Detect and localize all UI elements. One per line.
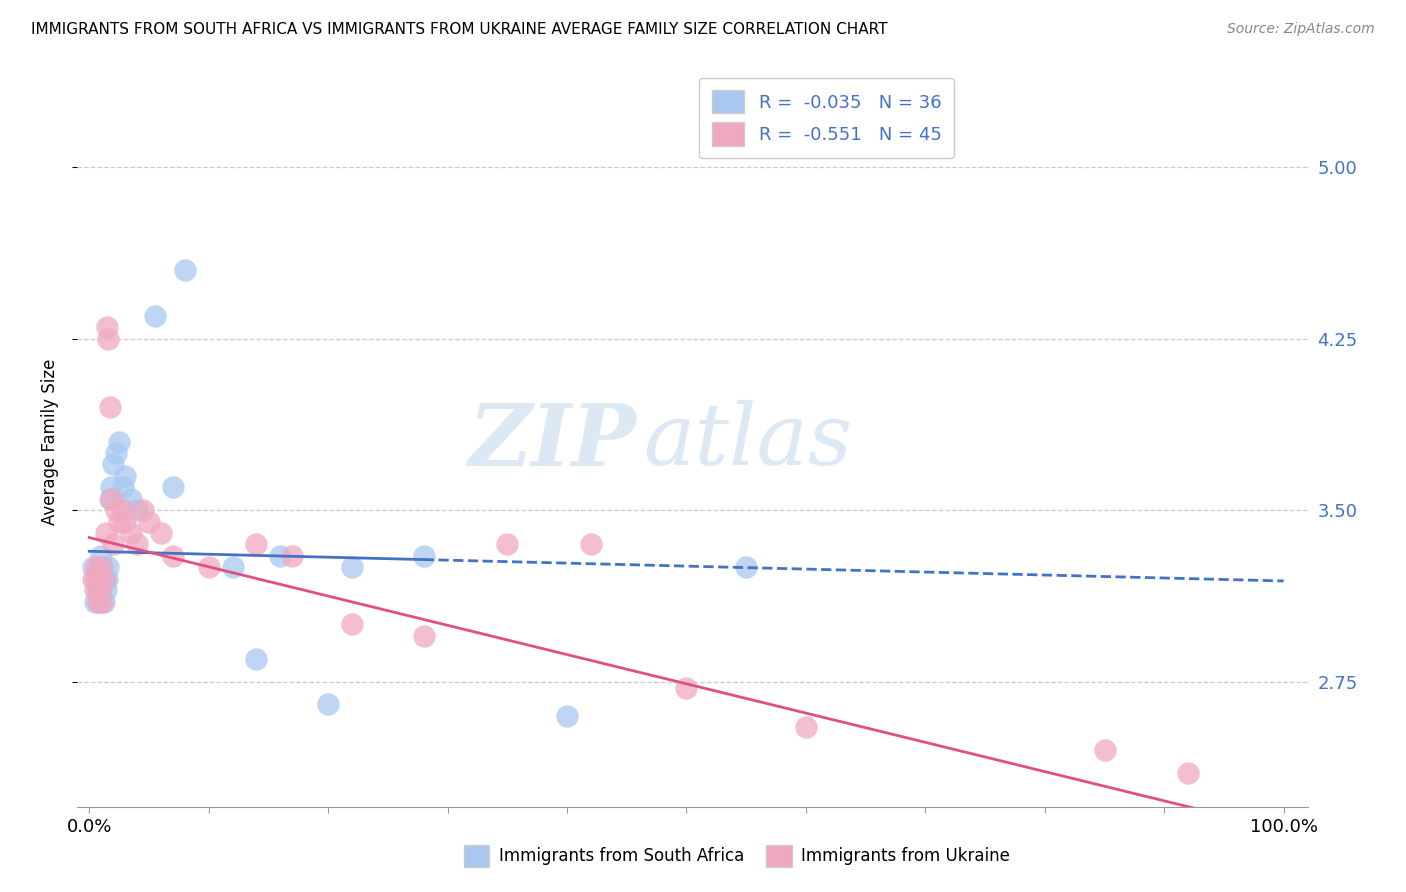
Point — [100, 480, 122, 494]
Point — [86, 583, 108, 598]
Point — [114, 468, 136, 483]
Point — [138, 515, 160, 529]
Point — [82, 572, 104, 586]
Point — [132, 503, 155, 517]
Point — [197, 560, 219, 574]
Text: Source: ZipAtlas.com: Source: ZipAtlas.com — [1227, 22, 1375, 37]
Point — [120, 525, 142, 540]
Point — [412, 549, 434, 563]
Point — [108, 515, 131, 529]
Point — [100, 491, 122, 506]
Point — [104, 503, 127, 517]
Y-axis label: Average Family Size: Average Family Size — [41, 359, 59, 524]
Point — [162, 549, 184, 563]
Point — [97, 560, 120, 574]
Point — [1177, 766, 1199, 780]
Point — [86, 572, 108, 586]
Point — [269, 549, 291, 563]
Point — [91, 594, 114, 608]
Point — [173, 263, 195, 277]
Text: IMMIGRANTS FROM SOUTH AFRICA VS IMMIGRANTS FROM UKRAINE AVERAGE FAMILY SIZE CORR: IMMIGRANTS FROM SOUTH AFRICA VS IMMIGRAN… — [31, 22, 887, 37]
Point — [94, 525, 117, 540]
Point — [794, 720, 817, 734]
Point — [90, 560, 112, 574]
Point — [86, 594, 108, 608]
Point — [149, 525, 172, 540]
Point — [412, 629, 434, 643]
Point — [97, 332, 120, 346]
Point — [221, 560, 243, 574]
Point — [84, 594, 107, 608]
Point — [91, 560, 114, 574]
Point — [84, 583, 107, 598]
Text: ZIP: ZIP — [470, 400, 637, 483]
Point — [98, 401, 121, 415]
Point — [93, 572, 115, 586]
Point — [101, 537, 124, 551]
Point — [86, 560, 108, 574]
Point — [316, 698, 339, 712]
Point — [111, 503, 134, 517]
Point — [496, 537, 519, 551]
Point — [96, 572, 118, 586]
Point — [108, 434, 131, 449]
Point — [82, 560, 104, 574]
Point — [98, 491, 121, 506]
Point — [579, 537, 602, 551]
Point — [87, 594, 110, 608]
Point — [114, 515, 136, 529]
Text: Immigrants from Ukraine: Immigrants from Ukraine — [801, 847, 1011, 865]
Point — [245, 651, 267, 665]
Point — [125, 537, 148, 551]
Point — [162, 480, 184, 494]
Point — [340, 617, 363, 632]
Point — [96, 320, 118, 334]
Point — [104, 446, 127, 460]
Point — [143, 309, 166, 323]
Point — [94, 572, 117, 586]
Point — [125, 503, 148, 517]
Point — [93, 594, 115, 608]
Point — [90, 583, 112, 598]
Point — [735, 560, 758, 574]
Point — [120, 491, 142, 506]
Text: atlas: atlas — [644, 401, 852, 483]
Point — [281, 549, 304, 563]
Point — [101, 458, 124, 472]
Text: Immigrants from South Africa: Immigrants from South Africa — [499, 847, 744, 865]
Point — [89, 572, 111, 586]
Point — [87, 572, 110, 586]
Point — [111, 480, 134, 494]
Point — [866, 846, 889, 860]
Point — [245, 537, 267, 551]
Legend: R =  -0.035   N = 36, R =  -0.551   N = 45: R = -0.035 N = 36, R = -0.551 N = 45 — [699, 78, 955, 158]
Point — [90, 549, 112, 563]
Point — [675, 681, 697, 696]
Point — [340, 560, 363, 574]
Point — [1094, 743, 1116, 757]
Point — [89, 583, 111, 598]
Point — [555, 708, 578, 723]
Point — [94, 583, 117, 598]
